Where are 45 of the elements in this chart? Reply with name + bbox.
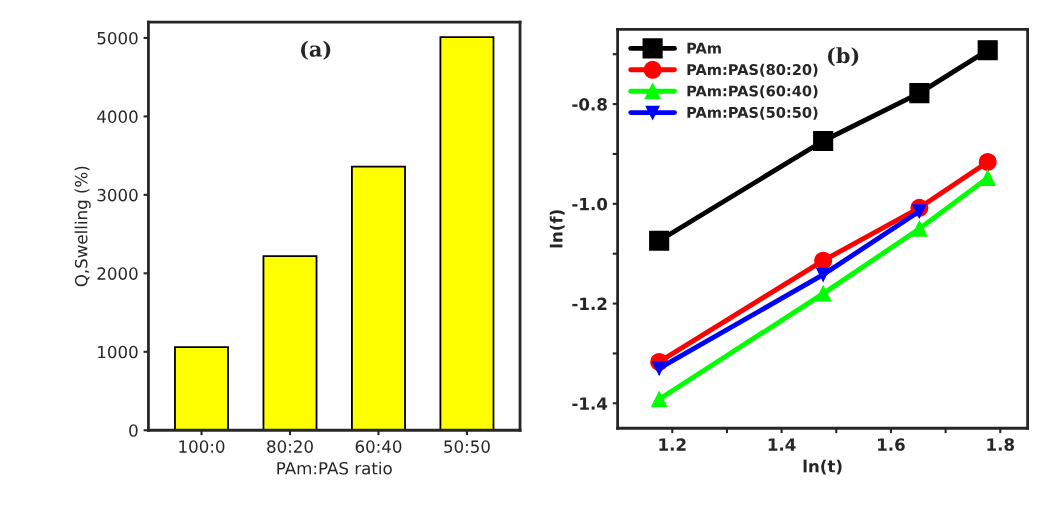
- y-axis-title: Q,Swelling (%): [74, 166, 91, 287]
- y-tick-label: 1000: [98, 345, 138, 359]
- x-tick-label: 100:0: [179, 440, 225, 453]
- point: [911, 220, 928, 237]
- y-tick-label: -1.0: [572, 197, 608, 211]
- x-tick-label: 1.2: [659, 438, 686, 451]
- legend-label: PAm:PAS(60:40): [687, 85, 818, 99]
- x-tick-label: 80:20: [267, 440, 313, 453]
- x-tick-label: 50:50: [444, 440, 490, 453]
- point: [979, 169, 996, 186]
- point: [909, 83, 930, 104]
- annotation: (b): [827, 47, 859, 67]
- y-tick-label: 4000: [97, 110, 138, 123]
- bar: [174, 346, 229, 431]
- point: [649, 230, 670, 251]
- x-tick-label: 1.6: [878, 438, 905, 451]
- x-tick-label: 1.8: [987, 438, 1015, 451]
- point: [814, 251, 833, 270]
- point: [978, 152, 997, 171]
- y-tick-label: 5000: [97, 31, 138, 45]
- x-tick-label: 1.4: [768, 438, 796, 451]
- legend-label: PAm:PAS(80:20): [687, 63, 818, 77]
- point: [651, 391, 668, 408]
- y-tick-label: -1.4: [572, 397, 608, 410]
- point: [816, 267, 831, 282]
- y-tick-label: 0: [129, 424, 138, 437]
- legend-label: PAm: [687, 42, 721, 54]
- annotation: (a): [301, 40, 331, 60]
- point: [912, 204, 927, 219]
- bar: [262, 255, 318, 431]
- y-tick-label: 2000: [97, 267, 138, 280]
- point: [815, 285, 832, 302]
- bar: [439, 36, 495, 431]
- y-tick-label: -1.2: [572, 297, 607, 310]
- point: [813, 130, 834, 152]
- x-axis-title: PAm:PAS ratio: [277, 461, 392, 475]
- x-axis-title: ln(t): [803, 459, 842, 475]
- legend-label: PAm:PAS(50:50): [687, 106, 818, 120]
- y-tick-label: -0.8: [572, 98, 607, 111]
- y-tick-label: 3000: [97, 188, 138, 202]
- bar: [351, 165, 406, 431]
- x-tick-label: 60:40: [355, 440, 402, 453]
- y-axis-title: ln(f): [549, 210, 565, 248]
- point: [977, 40, 998, 61]
- point: [652, 361, 667, 376]
